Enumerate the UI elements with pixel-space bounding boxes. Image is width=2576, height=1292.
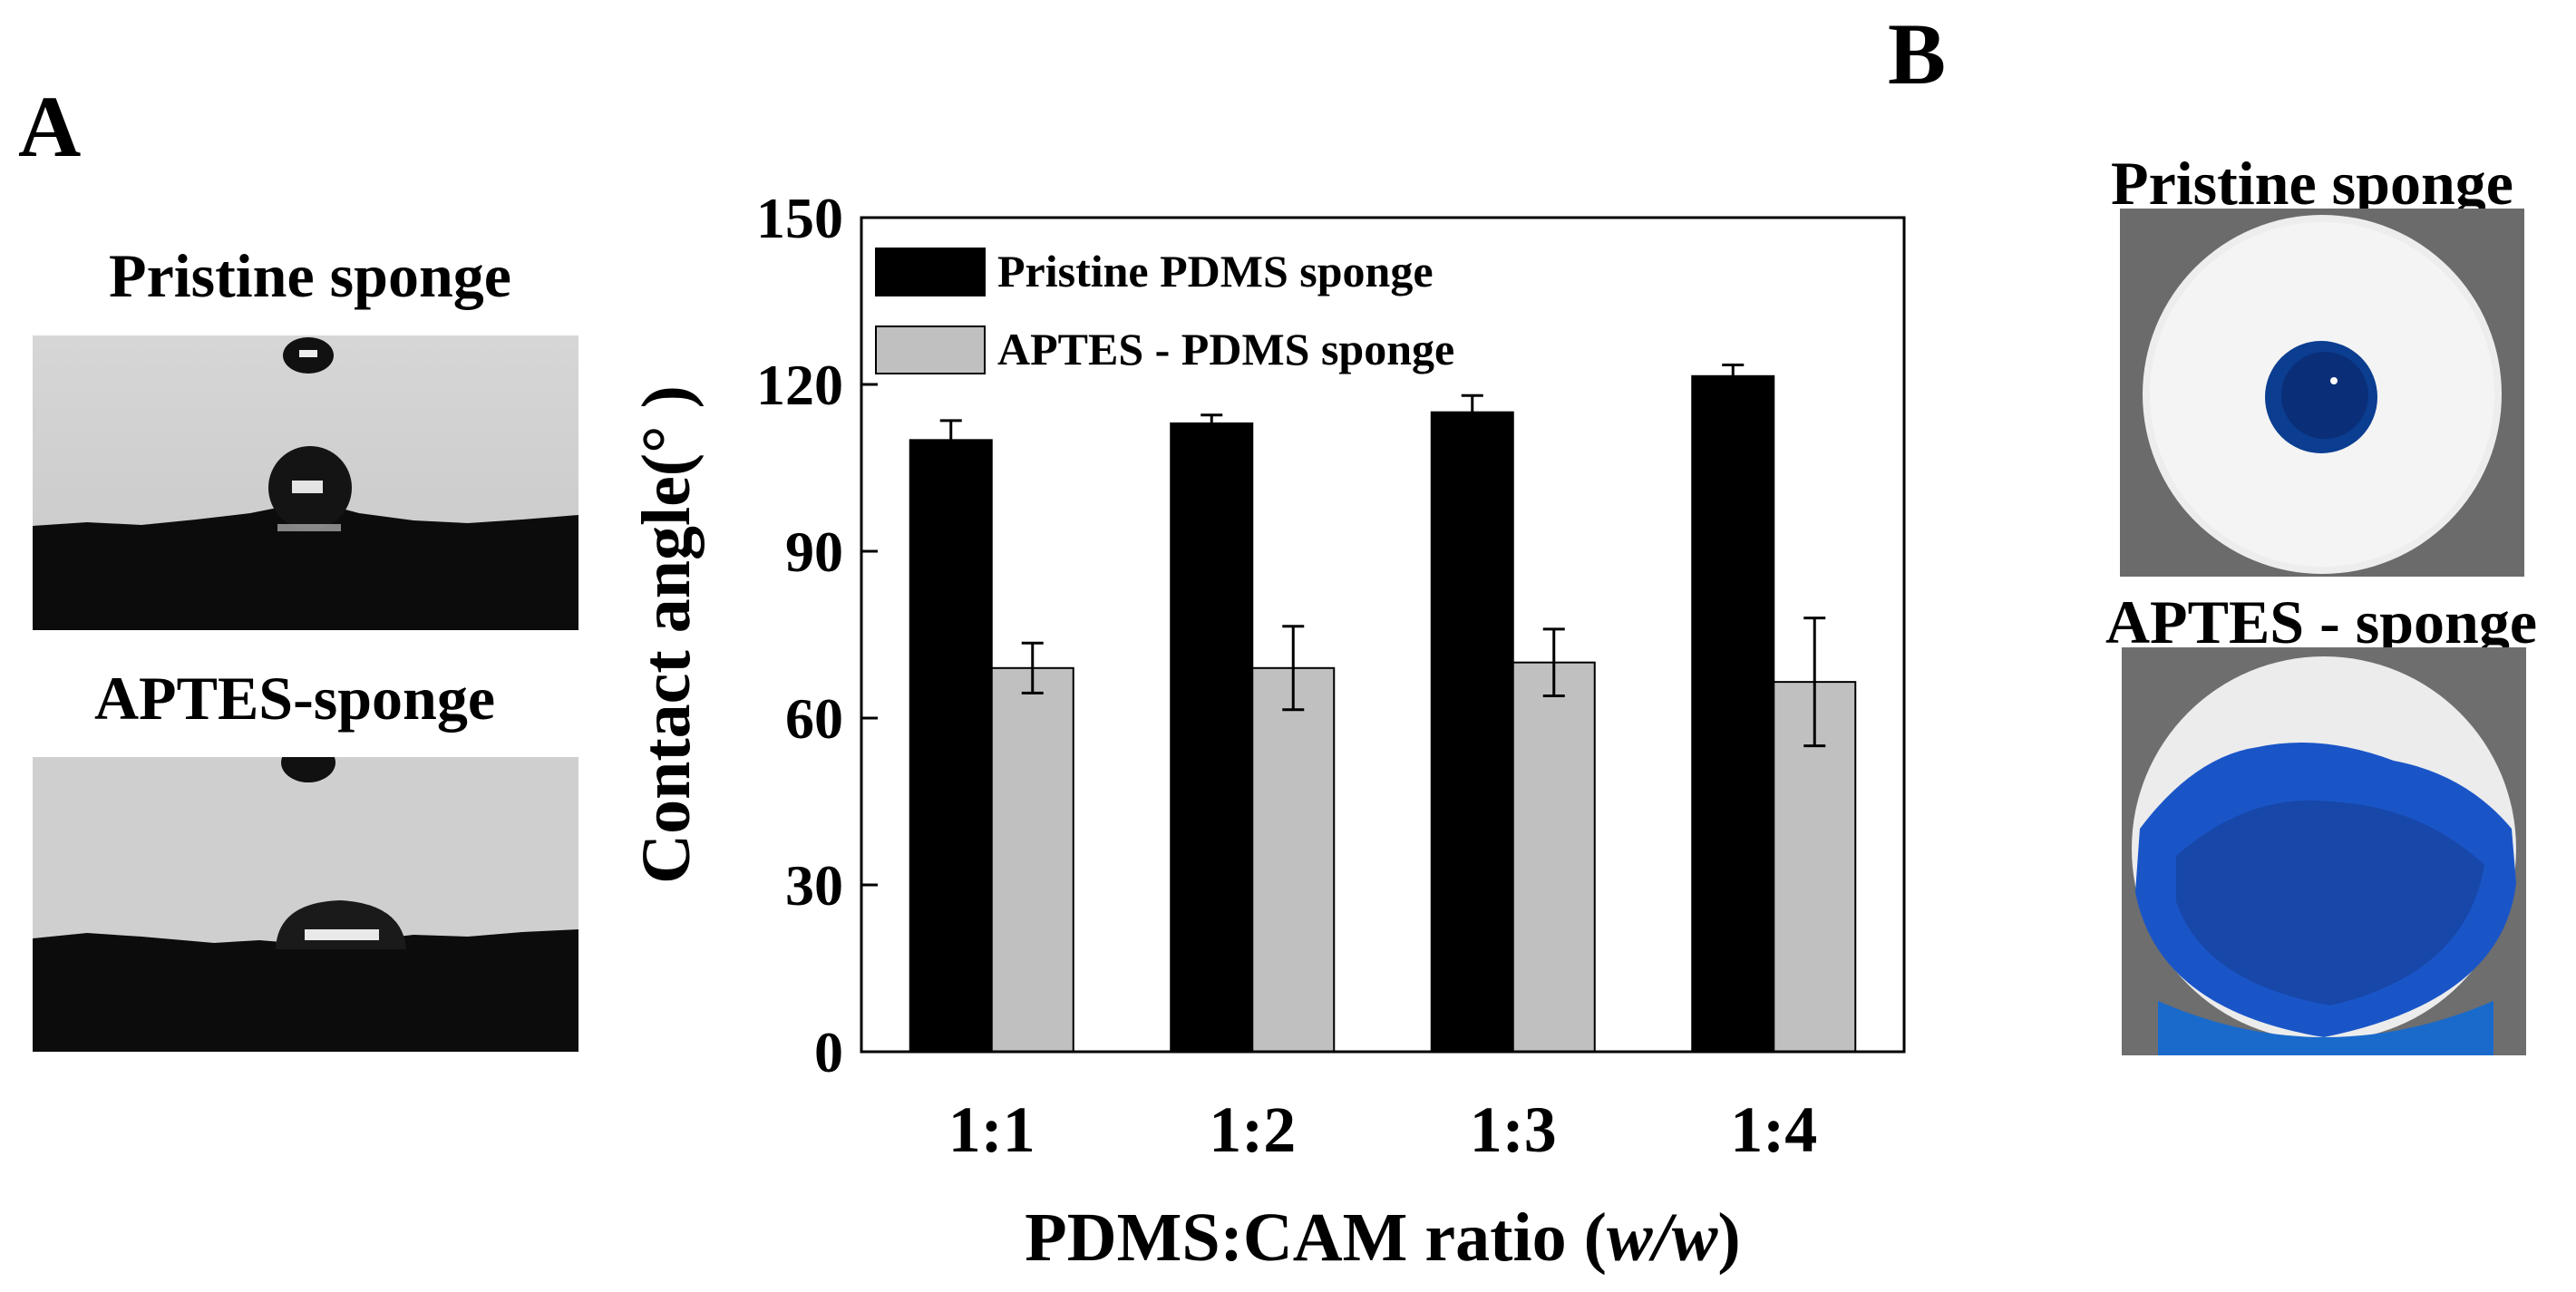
bar-aptes-1 [990,666,1074,1053]
aptes-droplet-title: APTES-sponge [93,664,496,733]
x-tick-label: 1:1 [948,1093,1035,1166]
y-axis-label: Contact angle(° ) [628,385,705,884]
bar-pristine-4 [1691,374,1775,1053]
x-axis-label: PDMS:CAM ratio (w/w) [1025,1200,1740,1276]
y-tick-label: 120 [756,353,843,417]
x-tick-label: 1:3 [1470,1093,1557,1166]
panel-label-a: A [18,78,82,175]
bar-pristine-3 [1430,411,1514,1053]
legend-swatch-pristine [875,248,986,296]
x-axis-label-main: PDMS:CAM ratio ( [1025,1200,1607,1276]
x-tick-label: 1:2 [1209,1093,1296,1166]
bar-aptes-3 [1512,661,1596,1054]
y-tick-label: 90 [785,520,843,584]
aptes-dye-title: APTES - sponge [2105,588,2538,656]
x-axis-label-close: ) [1717,1200,1740,1276]
aptes-dye-photo [2122,647,2526,1055]
legend-swatch-aptes [875,325,986,374]
legend-label-pristine: Pristine PDMS sponge [997,246,1434,296]
pristine-droplet-photo [33,335,578,630]
y-tick-label: 0 [814,1020,843,1084]
plot-frame [860,216,1906,1054]
legend-label-aptes: APTES - PDMS sponge [997,324,1454,374]
pristine-dye-title: Pristine sponge [2111,149,2513,218]
pristine-droplet-title: Pristine sponge [109,241,511,310]
aptes-droplet-photo [33,757,578,1052]
pristine-dye-photo [2120,209,2524,577]
bar-aptes-2 [1251,666,1336,1053]
y-tick-label: 150 [756,186,843,250]
bar-pristine-1 [909,439,993,1054]
bar-pristine-2 [1170,422,1254,1053]
x-axis-label-italic: w/w [1607,1200,1718,1276]
panel-label-b: B [1888,5,1947,102]
y-tick-label: 30 [785,853,843,918]
x-tick-label: 1:4 [1730,1093,1817,1166]
y-tick-label: 60 [785,686,843,751]
